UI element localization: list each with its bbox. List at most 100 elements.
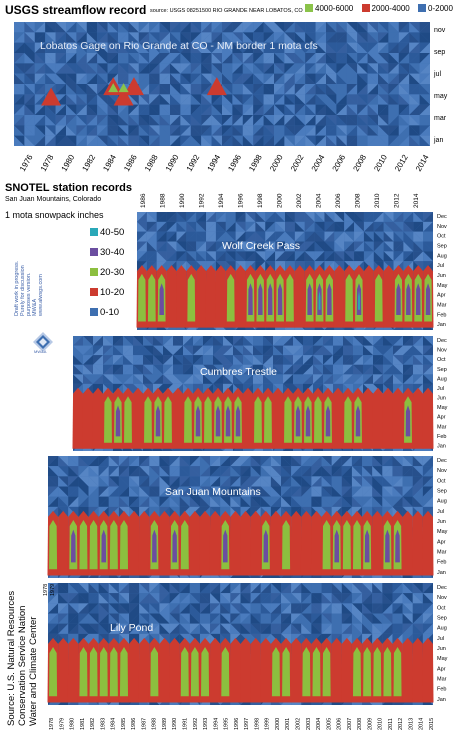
snotel-cell-cumbres bbox=[83, 374, 93, 384]
streamflow-cell bbox=[222, 104, 233, 115]
snotel-cell-lily-pond bbox=[331, 583, 342, 594]
snotel-cell-wolf-creek bbox=[373, 241, 384, 252]
snotel-cell-san-juan bbox=[129, 476, 140, 487]
streamflow-cell bbox=[24, 63, 35, 74]
snotel-cell-san-juan bbox=[281, 456, 292, 467]
snotel-cell-lily-pond bbox=[422, 583, 433, 594]
streamflow-cell bbox=[34, 63, 46, 74]
streamflow-cell bbox=[190, 135, 202, 146]
snotel-cell-lily-pond bbox=[372, 603, 383, 614]
lily-pond-x-tick-label: 2010 bbox=[378, 718, 384, 730]
streamflow-cell bbox=[66, 42, 77, 53]
streamflow-cell bbox=[263, 115, 274, 126]
streamflow-cell bbox=[409, 115, 420, 126]
snowpack-mark-wolf-creek bbox=[415, 283, 421, 315]
lily-pond-y-tick-label: Mar bbox=[437, 677, 447, 683]
streamflow-cell bbox=[45, 115, 56, 126]
lily-pond-x-tick-label: 1981 bbox=[80, 718, 86, 730]
streamflow-cell bbox=[34, 104, 46, 115]
snotel-cell-san-juan bbox=[291, 496, 302, 507]
streamflow-cell bbox=[315, 42, 326, 53]
streamflow-cell bbox=[409, 42, 420, 53]
snotel-cell-lily-pond bbox=[362, 593, 373, 604]
lily-pond-x-tick-label: 1982 bbox=[90, 718, 96, 730]
streamflow-cell bbox=[138, 94, 150, 105]
streamflow-cell bbox=[263, 104, 274, 115]
snotel-cell-cumbres bbox=[293, 374, 303, 384]
snotel-cell-cumbres bbox=[333, 336, 343, 346]
snotel-cell-lily-pond bbox=[392, 593, 403, 604]
snotel-cell-lily-pond bbox=[58, 623, 69, 634]
snotel-cell-san-juan bbox=[291, 456, 302, 467]
snotel-cell-san-juan bbox=[392, 466, 403, 477]
snotel-cell-san-juan bbox=[199, 496, 211, 507]
snotel-cell-san-juan bbox=[149, 496, 160, 507]
snotel-cell-san-juan bbox=[281, 476, 292, 487]
streamflow-x-tick-label: 1976 bbox=[18, 153, 35, 173]
streamflow-cell bbox=[107, 125, 118, 136]
snotel-cell-wolf-creek bbox=[314, 241, 325, 252]
streamflow-cell bbox=[419, 22, 430, 33]
snowpack-mark-cumbres bbox=[144, 396, 152, 443]
streamflow-cell bbox=[180, 125, 191, 136]
streamflow-cell bbox=[388, 73, 399, 84]
snotel-cell-lily-pond bbox=[422, 593, 433, 604]
streamflow-x-tick-label: 1988 bbox=[143, 153, 160, 173]
snotel-cell-lily-pond bbox=[402, 583, 413, 594]
streamflow-cell bbox=[232, 115, 243, 126]
snotel-cell-cumbres bbox=[123, 345, 133, 356]
snotel-cell-san-juan bbox=[311, 486, 322, 497]
streamflow-cell bbox=[367, 53, 378, 64]
snotel-cell-wolf-creek bbox=[413, 231, 424, 242]
streamflow-cell bbox=[118, 53, 129, 64]
snotel-cell-cumbres bbox=[263, 364, 273, 375]
snotel-cell-lily-pond bbox=[98, 623, 109, 634]
snotel-cell-cumbres bbox=[233, 364, 243, 375]
snotel-cell-san-juan bbox=[118, 486, 130, 497]
snotel-cell-cumbres bbox=[143, 336, 153, 346]
snotel-cell-san-juan bbox=[341, 456, 352, 467]
streamflow-cell bbox=[388, 104, 399, 115]
snotel-cell-lily-pond bbox=[129, 613, 140, 624]
streamflow-cell bbox=[357, 135, 368, 146]
streamflow-cell bbox=[34, 135, 46, 146]
snotel-cell-san-juan bbox=[58, 476, 69, 487]
snotel-cell-wolf-creek bbox=[206, 221, 216, 232]
snotel-cell-cumbres bbox=[253, 336, 263, 346]
streamflow-cell bbox=[14, 22, 25, 33]
snotel-cell-wolf-creek bbox=[285, 221, 295, 232]
streamflow-cell bbox=[274, 104, 285, 115]
cumbres-y-tick-label: Jan bbox=[437, 443, 446, 449]
snotel-cell-lily-pond bbox=[351, 583, 363, 594]
snotel-cell-lily-pond bbox=[260, 583, 271, 594]
snotel-cell-lily-pond bbox=[270, 613, 282, 624]
snotel-cell-san-juan bbox=[210, 476, 221, 487]
snotel-cell-wolf-creek bbox=[285, 241, 295, 252]
snotel-cell-cumbres bbox=[193, 355, 203, 365]
streamflow-cell bbox=[97, 42, 108, 53]
streamflow-cell bbox=[263, 104, 274, 115]
snotel-cell-cumbres bbox=[243, 374, 253, 384]
snotel-cell-cumbres bbox=[283, 355, 293, 365]
snotel-cell-cumbres bbox=[153, 345, 163, 356]
streamflow-cell bbox=[128, 73, 139, 84]
snowpack-mark-lily-pond bbox=[209, 637, 221, 703]
snotel-cell-san-juan bbox=[382, 456, 393, 467]
snotel-cell-wolf-creek bbox=[166, 212, 177, 222]
streamflow-cell bbox=[253, 135, 264, 146]
snowpack-mark-lily-pond bbox=[138, 637, 150, 703]
snowpack-mark-san-juan bbox=[385, 529, 390, 563]
snotel-cell-lily-pond bbox=[382, 603, 393, 614]
snotel-cell-lily-pond bbox=[392, 623, 403, 634]
snotel-cell-cumbres bbox=[313, 374, 323, 384]
snotel-cell-wolf-creek bbox=[255, 241, 266, 252]
snotel-cell-san-juan bbox=[78, 456, 89, 467]
streamflow-cell bbox=[357, 94, 368, 105]
snotel-cell-wolf-creek bbox=[334, 221, 345, 232]
streamflow-cell bbox=[326, 22, 337, 33]
streamflow-cell bbox=[419, 135, 430, 146]
streamflow-cell bbox=[315, 104, 326, 115]
snotel-cell-wolf-creek bbox=[245, 241, 256, 252]
snotel-cell-cumbres bbox=[133, 336, 143, 346]
streamflow-cell bbox=[284, 115, 295, 126]
